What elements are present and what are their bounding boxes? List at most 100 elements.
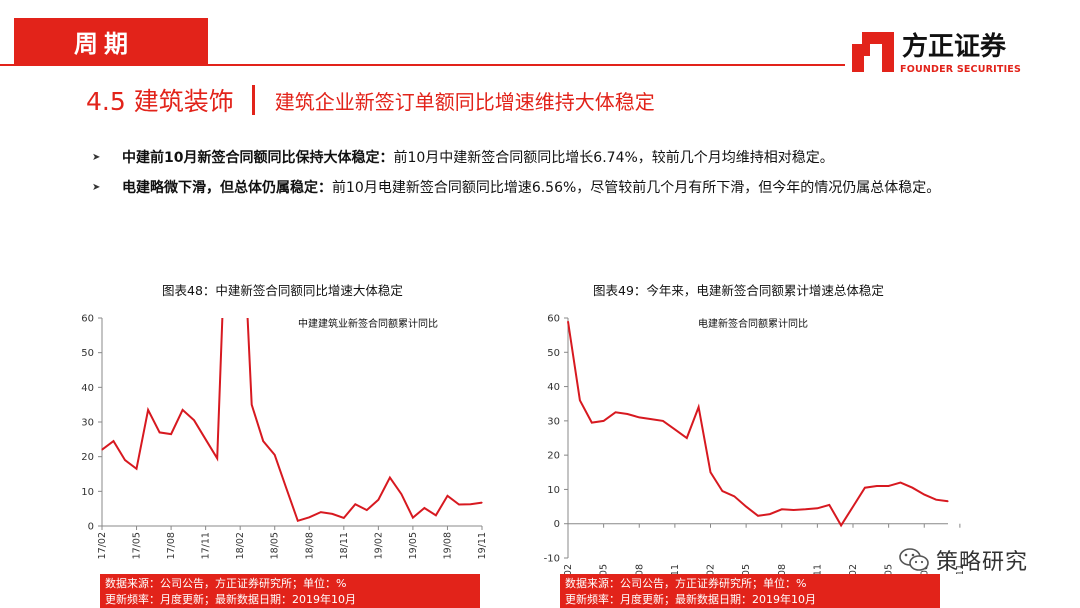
section-tag: 周期 <box>14 18 208 64</box>
data-point <box>733 495 735 497</box>
x-tick-label: 18/08 <box>304 532 315 559</box>
data-point <box>124 459 126 461</box>
x-tick-label: 19/05 <box>408 532 419 559</box>
data-point <box>101 449 103 451</box>
data-point <box>876 485 878 487</box>
y-tick-label: 10 <box>547 485 560 496</box>
y-tick-label: 0 <box>88 522 94 533</box>
data-point <box>112 440 115 442</box>
data-point <box>412 517 414 519</box>
data-point <box>308 516 310 518</box>
data-point <box>709 471 712 473</box>
y-tick-label: 60 <box>547 314 560 325</box>
x-tick-label: 17/05 <box>132 532 143 559</box>
bullet-arrow-icon: ➤ <box>92 182 101 193</box>
logo-text-en: FOUNDER SECURITIES <box>900 64 1022 75</box>
data-point <box>331 513 333 515</box>
data-point <box>911 487 913 489</box>
x-tick-label: 17/02 <box>563 564 574 574</box>
data-point <box>603 420 605 422</box>
wechat-icon <box>899 548 929 571</box>
data-point <box>389 476 391 479</box>
data-point <box>638 416 640 419</box>
bullet-text: 前10月电建新签合同额同比增速6.56%，尽管较前几个月有所下滑，但今年的情况仍… <box>332 180 941 196</box>
bullet-item: ➤ 中建前10月新签合同额同比保持大体稳定：前10月中建新签合同额同比增长6.7… <box>92 144 972 172</box>
chart-2-title: 图表49：今年来，电建新签合同额累计增速总体稳定 <box>593 283 884 298</box>
header-divider <box>0 64 845 66</box>
y-tick-label: -10 <box>544 554 560 565</box>
data-point <box>674 428 676 431</box>
data-point <box>343 517 345 519</box>
data-point <box>481 502 483 504</box>
series-legend-label: 电建新签合同额累计同比 <box>698 317 808 330</box>
series-legend-label: 中建建筑业新签合同额累计同比 <box>298 317 438 330</box>
y-tick-label: 10 <box>81 487 94 498</box>
data-point <box>262 440 264 442</box>
data-point <box>840 524 842 527</box>
page-title: 4.5 建筑装饰 建筑企业新签订单额同比增速维持大体稳定 <box>86 82 655 118</box>
chart-2-footer: 数据来源：公司公告，方正证券研究所；单位：% 更新频率：月度更新；最新数据日期：… <box>560 574 940 608</box>
data-point <box>435 514 437 516</box>
x-tick-label: 17/08 <box>166 532 177 559</box>
y-tick-label: 60 <box>81 314 94 325</box>
data-point <box>650 418 652 420</box>
data-point <box>816 507 818 509</box>
data-point <box>614 411 617 413</box>
x-tick-label: 19/11 <box>477 532 488 559</box>
section-title: 4.5 建筑装饰 <box>86 87 234 116</box>
data-point <box>626 413 628 415</box>
y-tick-label: 50 <box>547 348 560 359</box>
data-point <box>888 485 890 487</box>
data-point <box>828 504 830 506</box>
y-tick-label: 40 <box>547 382 560 393</box>
x-tick-label: 17/11 <box>670 564 681 574</box>
watermark: 策略研究 <box>898 543 1058 577</box>
data-point <box>852 505 854 508</box>
data-point <box>170 433 172 435</box>
data-point <box>923 493 925 496</box>
x-tick-label: 18/05 <box>741 564 752 574</box>
footer-source: 数据来源：公司公告，方正证券研究所；单位：% <box>565 577 807 590</box>
data-point <box>446 495 449 497</box>
page-subtitle: 建筑企业新签订单额同比增速维持大体稳定 <box>274 89 655 114</box>
x-tick-label: 18/08 <box>777 564 788 574</box>
footer-source: 数据来源：公司公告，方正证券研究所；单位：% <box>105 577 347 590</box>
data-point <box>864 487 866 489</box>
x-tick-label: 18/11 <box>812 564 823 574</box>
data-point <box>458 503 460 506</box>
data-point <box>216 457 218 459</box>
series-line <box>101 318 483 523</box>
data-point <box>579 399 581 401</box>
data-point <box>274 454 276 456</box>
x-tick-label: 19/11 <box>955 564 964 574</box>
x-tick-label: 17/11 <box>201 532 212 559</box>
x-tick-label: 17/08 <box>634 564 645 574</box>
y-tick-label: 20 <box>547 451 560 462</box>
bullet-item: ➤ 电建略微下滑，但总体仍属稳定：前10月电建新签合同额同比增速6.56%，尽管… <box>92 174 972 202</box>
data-point <box>686 437 688 439</box>
data-point <box>591 421 593 424</box>
chart-2: -10 0 10 20 30 40 50 60 17/02 17/05 17/08 17/11 18/0… <box>544 314 964 575</box>
y-tick-label: 50 <box>81 348 94 359</box>
data-point <box>377 499 379 501</box>
x-tick-label: 18/05 <box>270 532 281 559</box>
data-point <box>147 409 149 411</box>
footer-update: 更新频率：月度更新；最新数据日期：2019年10月 <box>105 593 356 606</box>
footer-update: 更新频率：月度更新；最新数据日期：2019年10月 <box>565 593 816 606</box>
x-tick-label: 19/05 <box>884 564 895 574</box>
bullet-bold: 中建前10月新签合同额同比保持大体稳定： <box>122 150 394 166</box>
y-tick-label: 20 <box>81 452 94 463</box>
data-point <box>285 487 287 489</box>
data-point <box>793 509 795 511</box>
title-separator <box>251 85 255 115</box>
data-point <box>182 409 184 411</box>
data-point <box>769 513 771 515</box>
data-point <box>320 511 322 513</box>
data-point <box>935 499 937 501</box>
data-point <box>423 507 426 509</box>
data-point <box>899 481 902 484</box>
logo-text-cn: 方正证券 <box>902 32 1007 62</box>
data-point <box>193 419 195 421</box>
bullet-text: 前10月中建新签合同额同比增长6.74%，较前几个月均维持相对稳定。 <box>393 150 834 166</box>
y-tick-label: 30 <box>547 416 560 427</box>
